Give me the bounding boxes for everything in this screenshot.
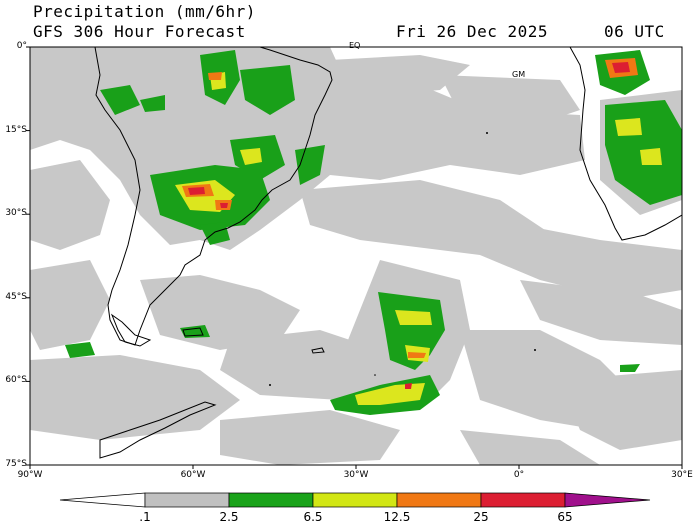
colorbar-segment-5 [480, 492, 566, 508]
lat-label-0: 0° [16, 41, 27, 51]
axis-ticks [26, 46, 683, 469]
south-america-coast [94, 47, 333, 346]
valid-hour: 06 UTC [604, 22, 665, 41]
lat-label-75s: 75°S [5, 459, 27, 469]
lon-label-60w: 60°W [180, 470, 206, 480]
extreme-precip-cells [188, 62, 630, 389]
colorbar-label-1: 2.5 [219, 510, 239, 524]
equator-marker: EQ [349, 41, 361, 50]
valid-date: Fri 26 Dec 2025 [396, 22, 548, 41]
lon-label-30w: 30°W [343, 470, 369, 480]
lat-label-15s: 15°S [5, 125, 27, 135]
coastlines [94, 47, 682, 459]
lat-label-30s: 30°S [5, 208, 27, 218]
colorbar-segment-4 [396, 492, 482, 508]
tierra-del-fuego-coast [110, 313, 152, 347]
lon-label-30e: 30°E [671, 470, 693, 480]
title-forecast: GFS 306 Hour Forecast [33, 22, 246, 41]
colorbar-segment-1 [144, 492, 230, 508]
colorbar [59, 492, 651, 508]
antarctic-peninsula-coast [99, 401, 217, 459]
colorbar-segment-0 [59, 492, 146, 508]
colorbar-label-3: 12.5 [383, 510, 411, 524]
lat-label-60s: 60°S [5, 375, 27, 385]
graticule-dots [269, 132, 536, 386]
colorbar-segment-3 [312, 492, 398, 508]
colorbar-label-2: 6.5 [303, 510, 323, 524]
colorbar-segment-6 [564, 492, 651, 508]
title-precipitation: Precipitation (mm/6hr) [33, 2, 256, 21]
falklands-coast [182, 327, 204, 337]
lon-label-0: 0° [513, 470, 525, 480]
south-georgia-coast [311, 347, 325, 354]
colorbar-label-4: 25 [473, 510, 489, 524]
colorbar-segment-2 [228, 492, 314, 508]
lon-label-90w: 90°W [17, 470, 43, 480]
lat-label-45s: 45°S [5, 292, 27, 302]
africa-coast [569, 47, 682, 241]
colorbar-label-0: .1 [139, 510, 151, 524]
colorbar-label-5: 65 [557, 510, 573, 524]
greenwich-marker: GM [512, 70, 526, 79]
